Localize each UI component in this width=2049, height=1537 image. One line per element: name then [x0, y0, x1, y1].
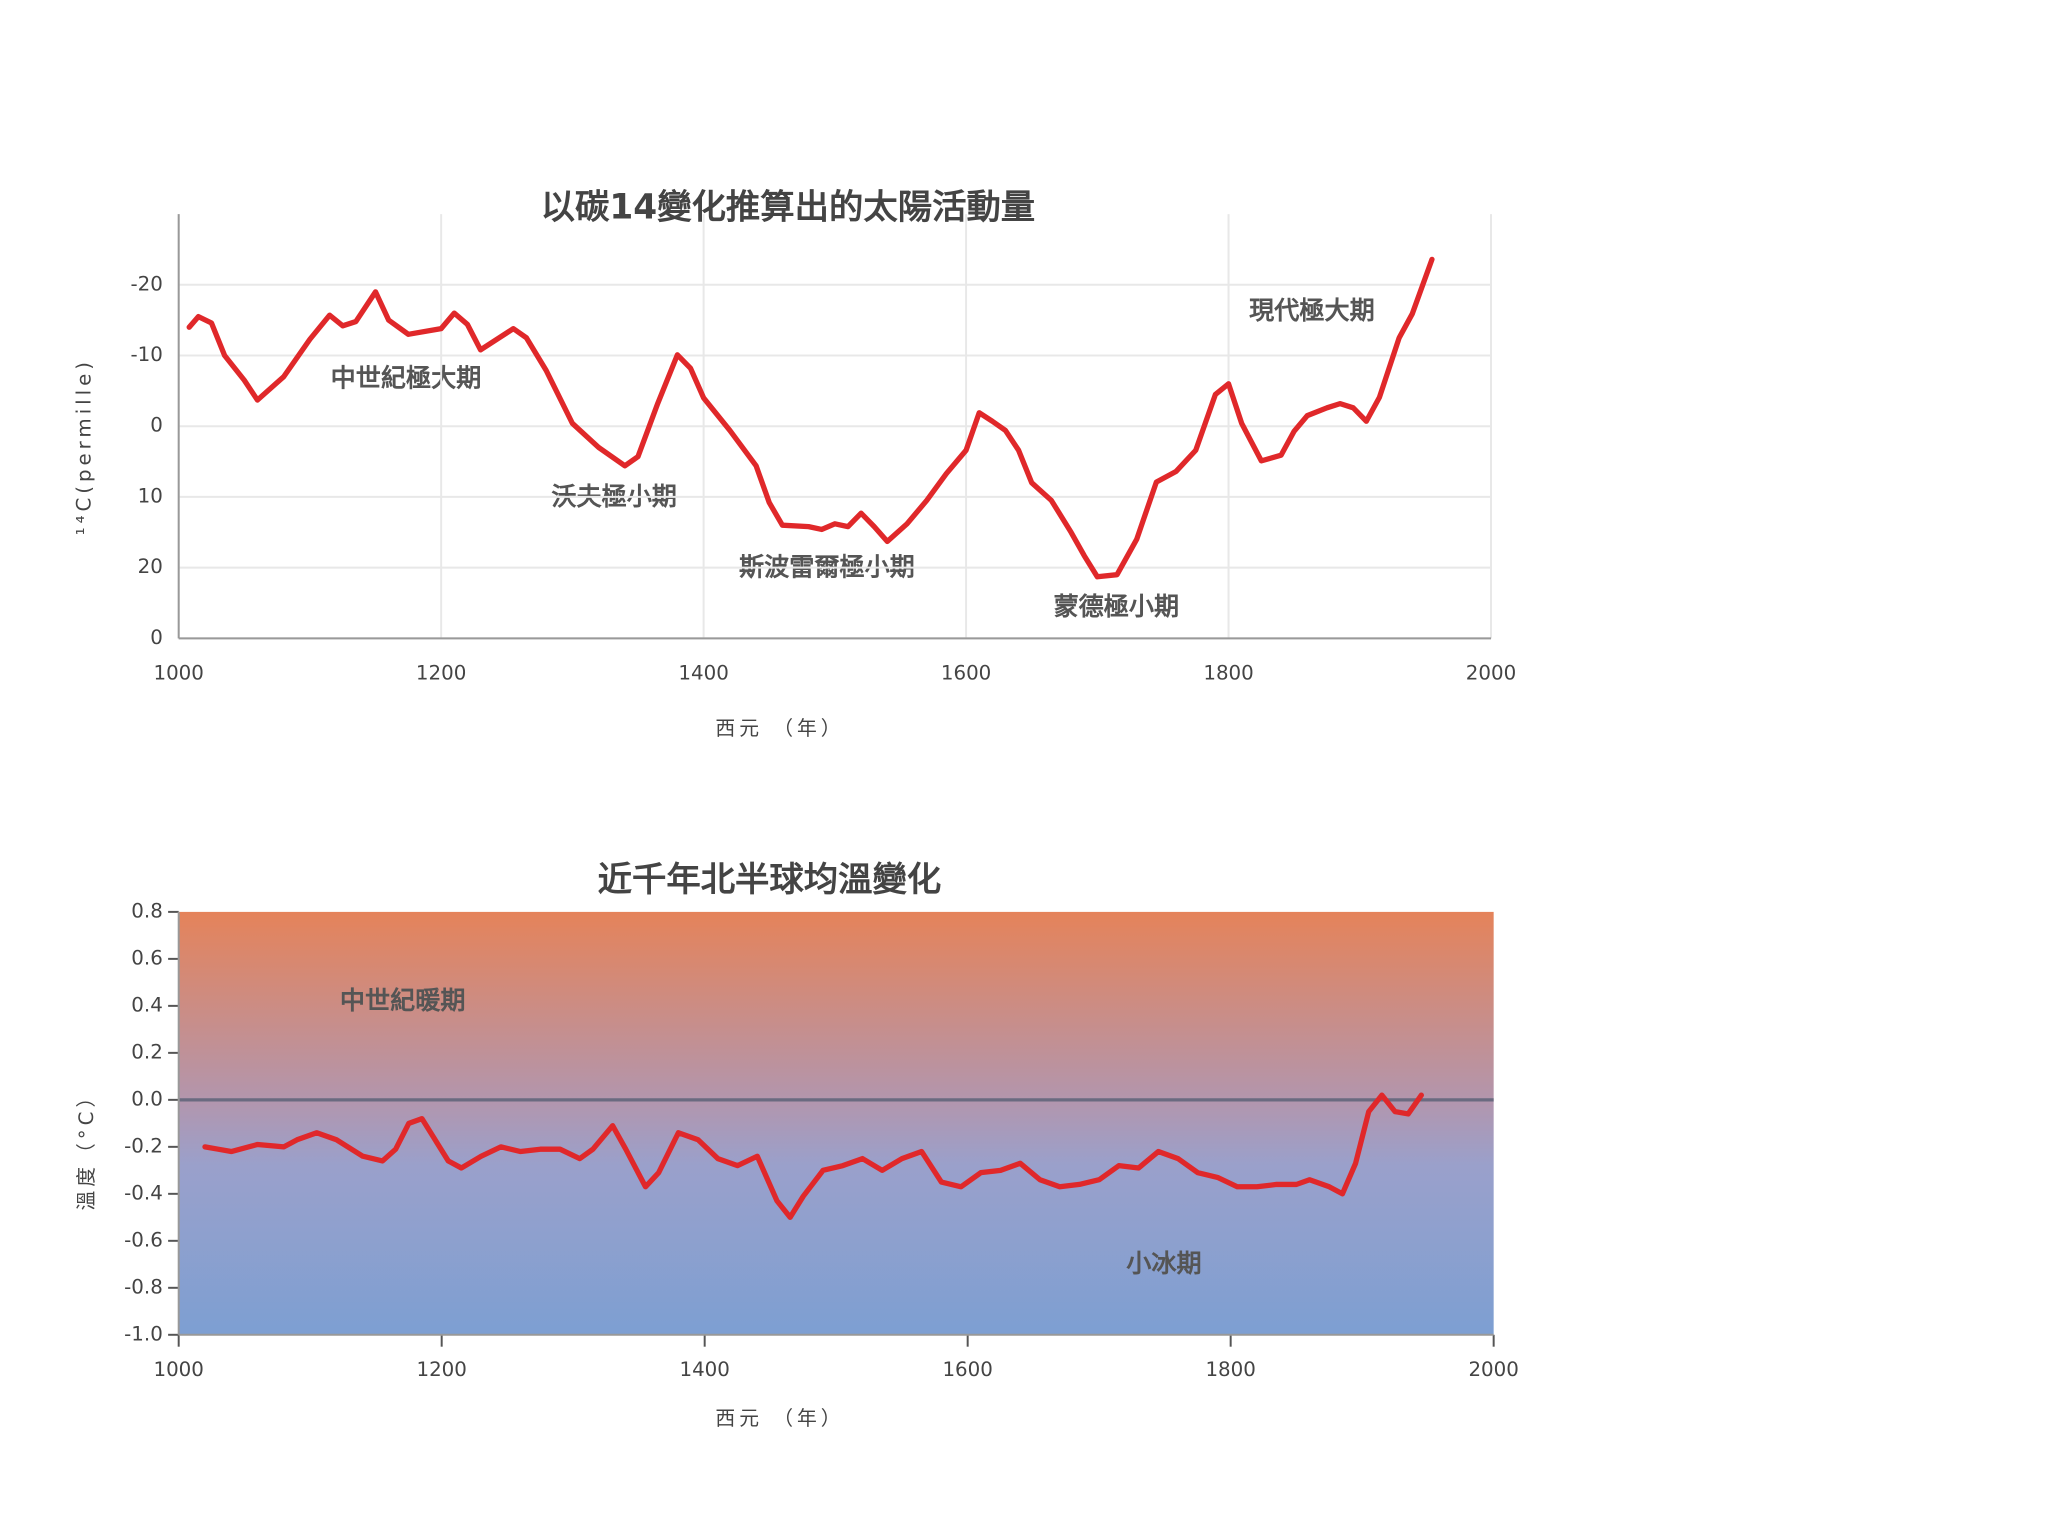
x-tick-label: 1000	[153, 662, 203, 685]
annotation: 小冰期	[1126, 1249, 1201, 1278]
x-tick-label: 2000	[1468, 1358, 1518, 1381]
x-tick-label: 1800	[1205, 1358, 1255, 1381]
y-tick-label: 0	[150, 414, 163, 437]
y-tick-label: 0.6	[131, 946, 163, 969]
y-axis-label: 溫度（°C）	[75, 1084, 98, 1211]
x-tick-label: 1200	[416, 662, 466, 685]
y-tick-label: 0.4	[131, 993, 163, 1016]
y-tick-label: -20	[130, 272, 162, 295]
y-tick-label: -0.8	[124, 1275, 163, 1298]
annotation: 中世紀極大期	[331, 363, 482, 392]
plot-background	[178, 911, 1494, 1335]
line	[186, 256, 1435, 580]
x-tick-label: 1800	[1203, 662, 1253, 685]
x-axis-label: 西元 （年）	[715, 1407, 844, 1430]
y-tick-label: -0.2	[124, 1134, 163, 1157]
annotation: 現代極大期	[1249, 296, 1375, 325]
chart-title: 近千年北半球均溫變化	[598, 860, 942, 900]
y-axis-label: ¹⁴C(permille)	[72, 358, 95, 535]
y-tick-label: -10	[130, 343, 162, 366]
x-tick-label: 1400	[678, 662, 728, 685]
y-tick-label: 0.0	[131, 1087, 163, 1110]
y-tick-label: 0.2	[131, 1040, 163, 1063]
x-tick-label: 1200	[416, 1358, 466, 1381]
y-tick-label: -0.6	[124, 1228, 163, 1251]
y-tick-label: 20	[138, 555, 163, 578]
y-tick-label: 0.8	[131, 899, 163, 922]
x-tick-label: 1000	[153, 1358, 203, 1381]
line	[202, 1092, 1424, 1220]
annotation: 蒙德極小期	[1054, 592, 1180, 621]
y-tick-label: -0.4	[124, 1181, 163, 1204]
y-tick-label: -1.0	[124, 1322, 163, 1345]
chart-title: 以碳14變化推算出的太陽活動量	[541, 187, 1036, 227]
x-tick-label: 1600	[942, 1358, 992, 1381]
x-axis-label: 西元 （年）	[715, 717, 844, 740]
x-tick-label: 1400	[679, 1358, 729, 1381]
annotation: 中世紀暖期	[340, 986, 466, 1015]
x-tick-label: 2000	[1466, 662, 1516, 685]
x-tick-label: 1600	[941, 662, 991, 685]
y-tick-label: 10	[138, 484, 163, 507]
y-tick-label: 0	[150, 626, 163, 649]
